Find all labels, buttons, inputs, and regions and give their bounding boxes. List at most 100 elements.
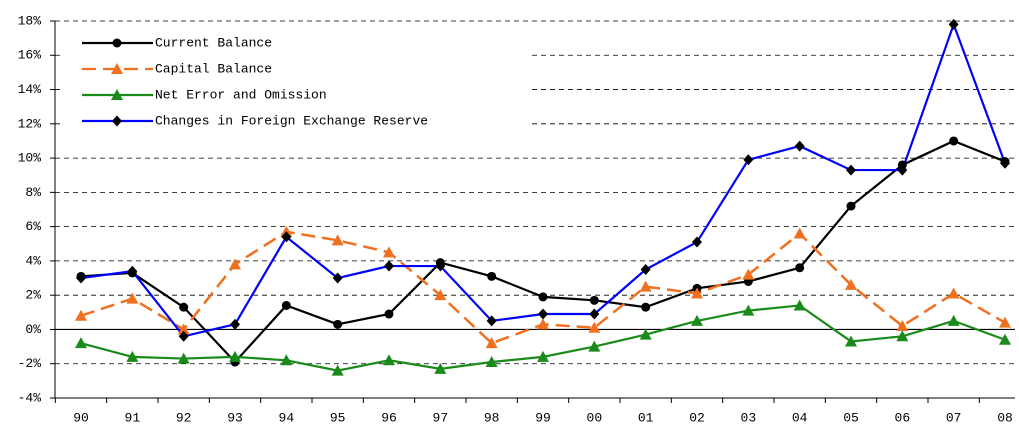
marker <box>333 319 343 329</box>
marker <box>538 292 548 302</box>
marker <box>281 231 292 243</box>
x-tick-label: 93 <box>227 410 243 425</box>
marker <box>486 315 497 327</box>
marker <box>179 302 189 312</box>
x-tick-label: 91 <box>125 410 141 425</box>
marker <box>537 318 549 330</box>
legend: Current Balance Capital Balance Net Error … <box>62 27 530 135</box>
marker <box>229 258 241 270</box>
marker <box>589 308 600 320</box>
marker <box>112 38 122 48</box>
marker <box>845 278 857 290</box>
x-tick-label: 02 <box>689 410 705 425</box>
y-tick-label: 18% <box>18 13 42 28</box>
marker <box>435 260 446 272</box>
marker <box>383 354 395 366</box>
marker <box>383 246 395 258</box>
x-tick-label: 04 <box>792 410 808 425</box>
marker <box>846 201 856 211</box>
marker <box>588 340 601 352</box>
marker <box>177 352 190 364</box>
legend-label: Capital Balance <box>155 61 272 76</box>
marker <box>896 330 909 342</box>
marker <box>793 227 806 239</box>
y-tick-label: -4% <box>18 390 42 405</box>
marker <box>126 292 139 304</box>
x-tick-label: 97 <box>433 410 449 425</box>
y-tick-label: 0% <box>25 322 41 337</box>
x-tick-label: 07 <box>946 410 962 425</box>
marker <box>280 225 293 237</box>
marker <box>230 318 240 330</box>
y-tick-label: 14% <box>18 82 42 97</box>
marker <box>332 272 343 284</box>
x-tick-label: 98 <box>484 410 500 425</box>
x-tick-label: 01 <box>638 410 654 425</box>
marker <box>538 308 548 320</box>
x-tick-label: 05 <box>843 410 859 425</box>
y-tick-label: 6% <box>25 219 41 234</box>
marker <box>112 115 122 127</box>
x-tick-label: 92 <box>176 410 192 425</box>
marker <box>845 335 857 347</box>
marker <box>639 280 652 292</box>
x-tick-label: 08 <box>997 410 1013 425</box>
marker <box>691 287 703 299</box>
legend-box <box>62 27 530 135</box>
marker <box>281 300 291 310</box>
marker <box>639 328 652 340</box>
marker <box>999 333 1011 345</box>
marker <box>589 295 599 305</box>
marker <box>127 265 138 277</box>
marker <box>692 236 702 248</box>
marker <box>948 18 959 30</box>
y-tick-label: 4% <box>25 253 41 268</box>
legend-label: Net Error and Omission <box>155 87 327 102</box>
x-tick-label: 95 <box>330 410 346 425</box>
x-tick-label: 96 <box>381 410 397 425</box>
marker <box>485 337 498 349</box>
marker <box>111 89 123 100</box>
y-tick-label: -2% <box>18 356 42 371</box>
y-tick-label: 12% <box>18 116 42 131</box>
marker <box>487 271 497 281</box>
marker <box>384 309 394 319</box>
x-tick-label: 03 <box>741 410 757 425</box>
marker <box>641 302 651 312</box>
y-tick-label: 8% <box>25 185 41 200</box>
y-tick-label: 16% <box>18 48 42 63</box>
marker <box>75 309 87 321</box>
marker <box>126 350 139 362</box>
marker <box>999 316 1011 328</box>
marker <box>640 263 651 275</box>
marker <box>111 63 123 74</box>
marker <box>691 314 703 326</box>
marker <box>743 154 754 166</box>
y-tick-label: 2% <box>25 288 41 303</box>
marker <box>795 263 805 273</box>
marker <box>485 356 498 368</box>
y-tick-label: 10% <box>18 151 42 166</box>
x-tick-label: 94 <box>279 410 295 425</box>
marker <box>794 140 805 152</box>
marker <box>949 136 959 146</box>
marker <box>280 354 293 366</box>
marker <box>947 314 960 326</box>
marker <box>177 323 190 335</box>
legend-label: Current Balance <box>155 35 272 50</box>
marker <box>897 164 908 176</box>
x-tick-label: 06 <box>895 410 911 425</box>
x-tick-label: 99 <box>535 410 551 425</box>
marker <box>537 350 549 362</box>
marker <box>229 350 241 362</box>
marker <box>434 362 447 374</box>
marker <box>75 337 87 349</box>
marker <box>384 260 394 272</box>
marker <box>588 321 601 333</box>
marker <box>947 287 960 299</box>
marker <box>742 304 755 316</box>
marker <box>846 164 856 176</box>
legend-label: Changes in Foreign Exchange Reserve <box>155 113 428 128</box>
marker <box>76 272 86 284</box>
